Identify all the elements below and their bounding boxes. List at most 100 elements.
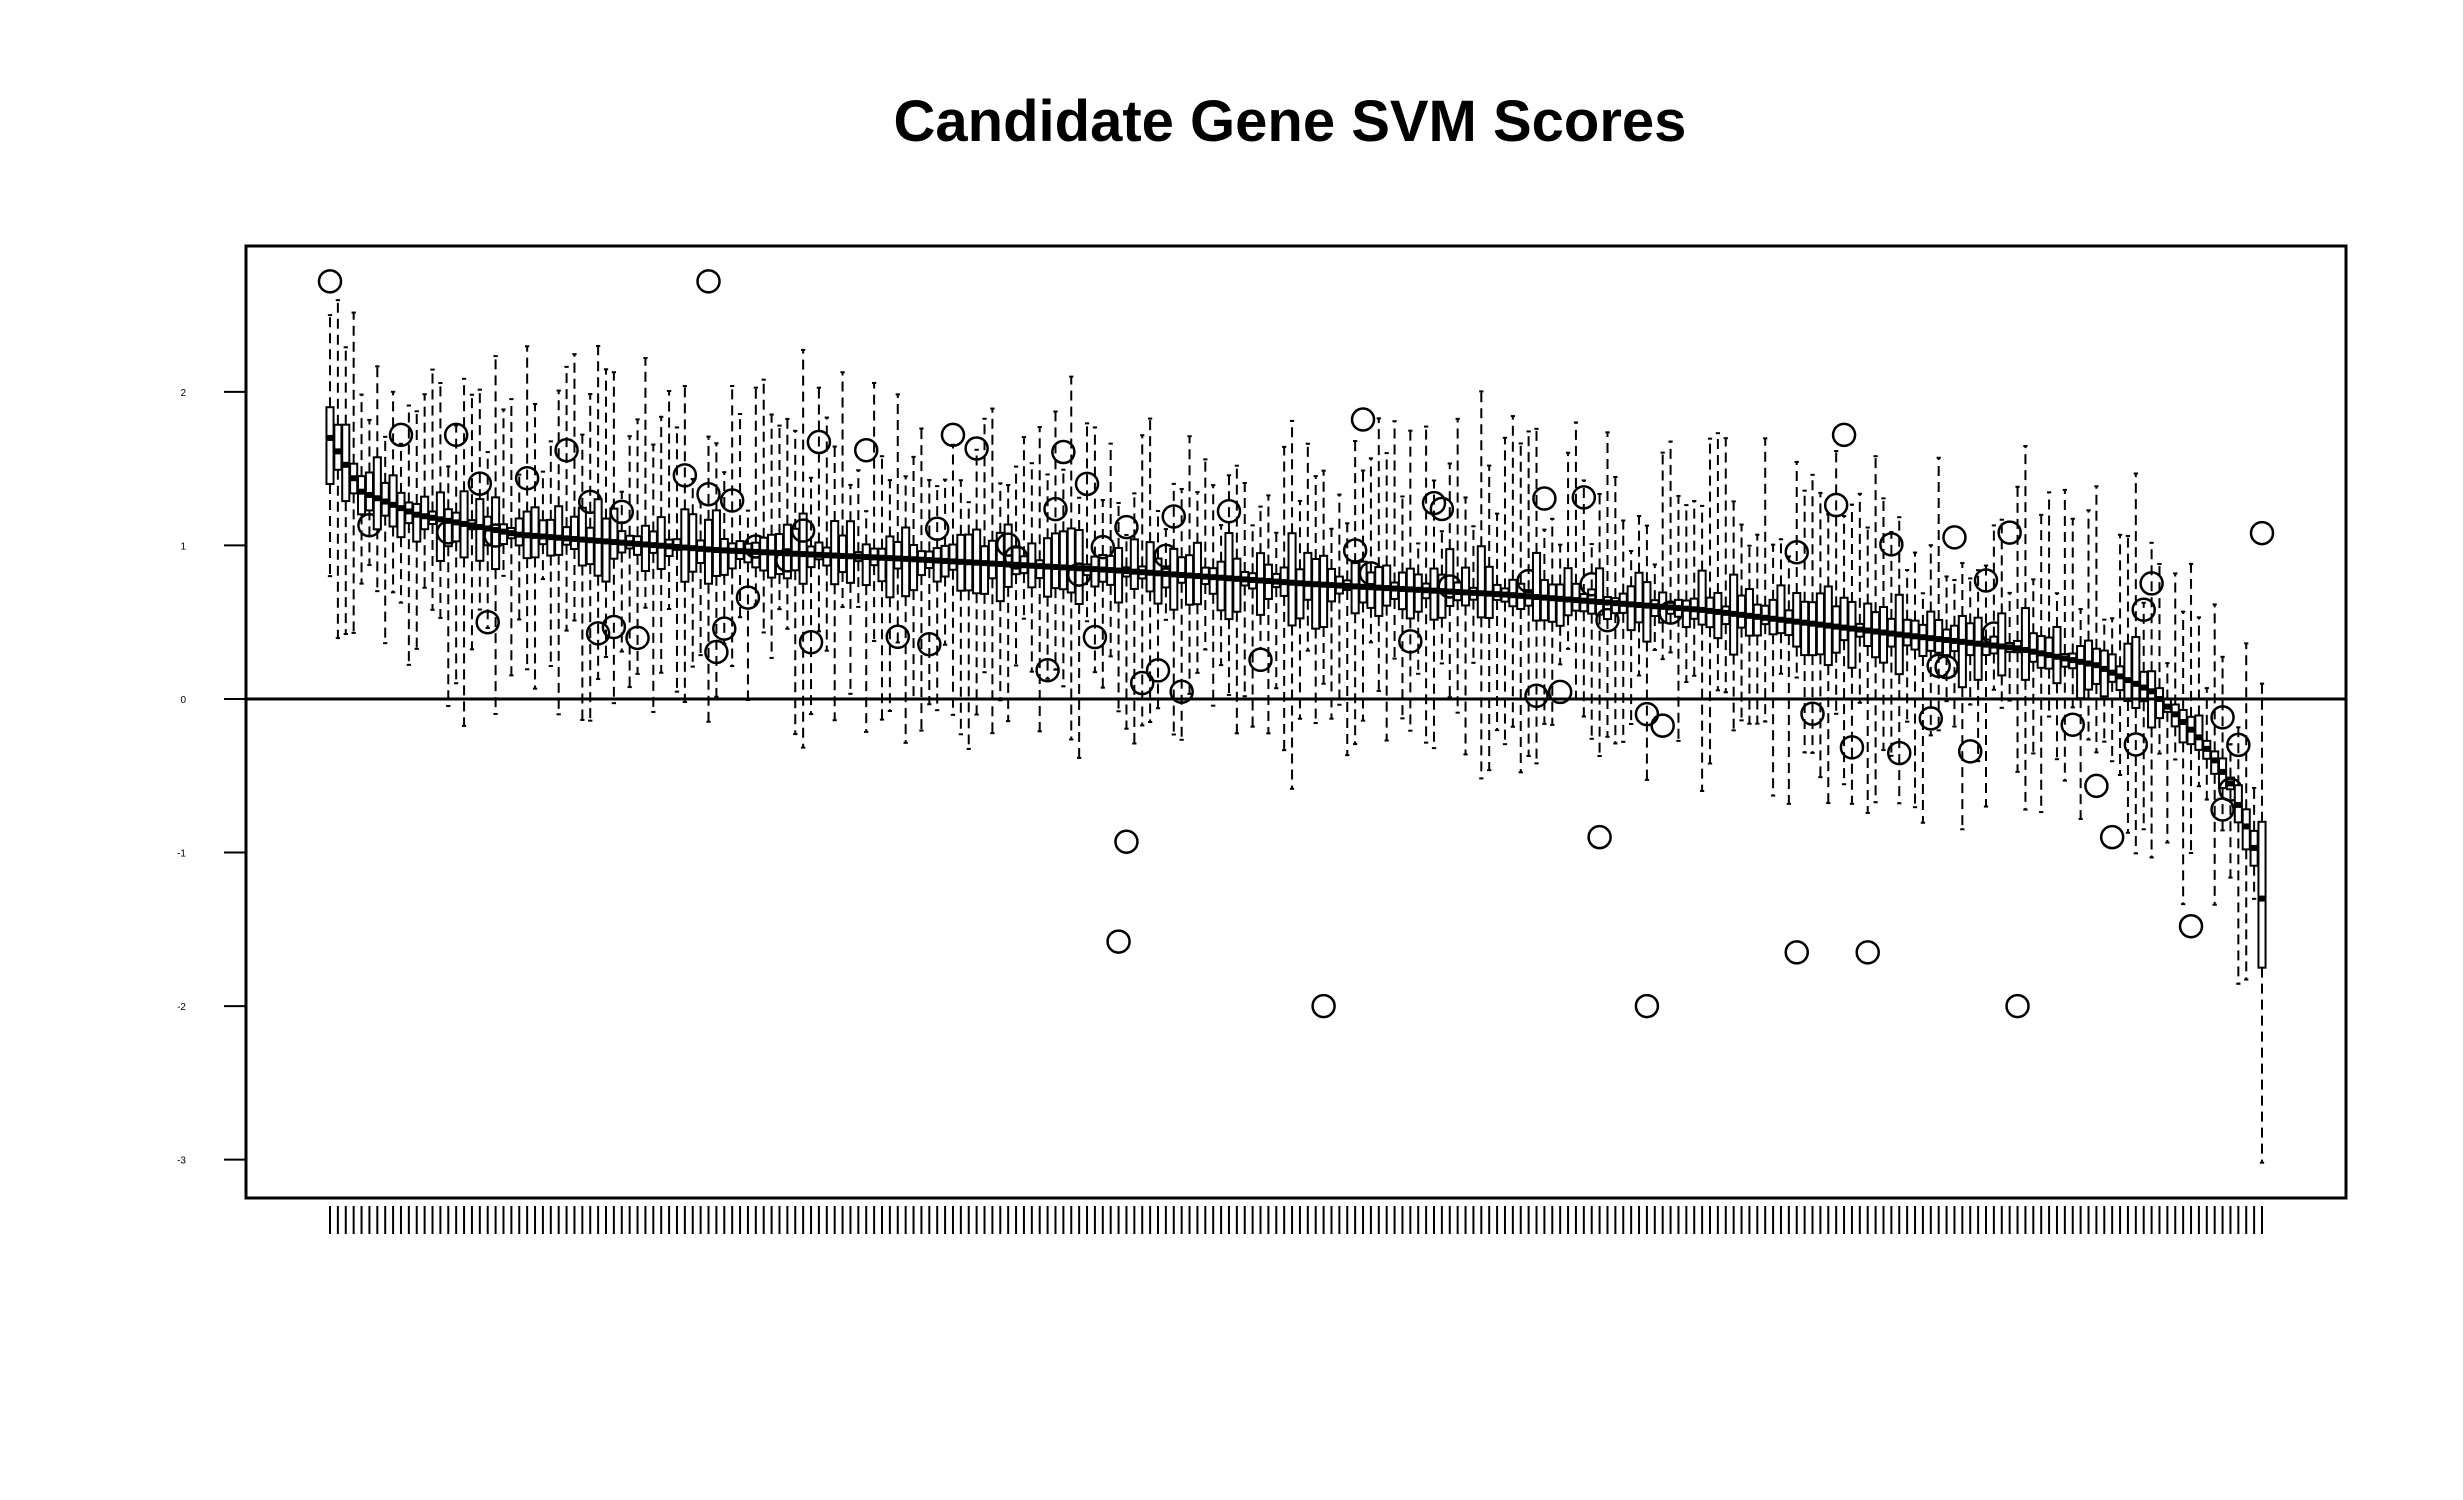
- box-body: [893, 541, 903, 570]
- box: [1397, 495, 1408, 720]
- box: [901, 475, 911, 744]
- box: [1973, 569, 1983, 763]
- box-body: [1776, 584, 1786, 635]
- y-tick-label: 1: [180, 541, 186, 552]
- box: [1547, 543, 1573, 705]
- box: [1918, 544, 1944, 737]
- box: [1326, 527, 1337, 720]
- box-body: [2028, 632, 2038, 663]
- box: [1736, 523, 1747, 722]
- box-body: [1839, 596, 1849, 642]
- outlier-point: [1106, 929, 1131, 954]
- box: [640, 357, 650, 609]
- box-body: [420, 495, 430, 531]
- chart-title: Candidate Gene SVM Scores: [893, 89, 1687, 154]
- outlier-point: [585, 621, 611, 646]
- box-body: [538, 519, 548, 546]
- outlier-point: [1784, 539, 1809, 565]
- box-body: [845, 520, 856, 584]
- y-tick-label: -3: [177, 1156, 186, 1167]
- box: [585, 344, 611, 681]
- outlier-point: [1090, 534, 1116, 560]
- box: [2218, 743, 2243, 879]
- outlier-point: [1161, 504, 1187, 529]
- outlier-point: [1398, 629, 1423, 654]
- box: [2044, 491, 2054, 718]
- box-body: [908, 543, 919, 592]
- box: [1382, 452, 1392, 742]
- box: [1571, 421, 1581, 700]
- box-body: [1114, 546, 1124, 604]
- box: [696, 269, 721, 723]
- box-body: [1303, 551, 1313, 601]
- box-body: [1129, 538, 1139, 590]
- outlier-point: [2139, 571, 2164, 596]
- y-tick-label: 0: [180, 695, 186, 706]
- outlier-point: [1082, 624, 1108, 650]
- outlier-point: [1926, 653, 1951, 679]
- outlier-point: [924, 516, 950, 542]
- box: [940, 478, 950, 646]
- box: [1784, 555, 1794, 805]
- outlier-point: [1839, 735, 1865, 760]
- box: [1027, 462, 1037, 673]
- box: [1090, 499, 1116, 689]
- box-body: [333, 423, 343, 471]
- outlier-point: [1524, 683, 1549, 709]
- box: [1311, 475, 1321, 725]
- box-body: [1926, 610, 1936, 652]
- outlier-point: [704, 639, 729, 665]
- box-body: [877, 547, 887, 583]
- box: [830, 445, 840, 722]
- box-body: [1035, 559, 1045, 580]
- box: [1957, 562, 1967, 831]
- box: [838, 371, 848, 609]
- box: [869, 381, 879, 643]
- box-body: [372, 456, 382, 531]
- box-body: [767, 533, 777, 579]
- box: [349, 311, 359, 634]
- box-body: [1863, 602, 1873, 648]
- box: [696, 501, 706, 657]
- box: [1516, 442, 1526, 774]
- outlier-point: [1879, 532, 1904, 557]
- box: [759, 378, 769, 634]
- box-body: [1169, 547, 1179, 611]
- outlier-point: [2005, 993, 2030, 1019]
- box: [1902, 569, 1912, 723]
- box-body: [1445, 548, 1455, 608]
- box: [1997, 518, 2007, 709]
- box: [388, 390, 398, 594]
- y-tick-label: 2: [180, 388, 186, 399]
- box: [1374, 417, 1384, 692]
- box: [1934, 575, 1959, 703]
- outlier-point: [719, 488, 745, 513]
- box: [917, 478, 942, 706]
- outlier-point: [1043, 496, 1068, 522]
- box: [1618, 519, 1628, 743]
- box-body: [1965, 622, 1975, 657]
- box: [1855, 492, 1865, 704]
- x-axis-ticks: [329, 1206, 2263, 1234]
- box-body: [1287, 532, 1297, 627]
- box-body: [388, 474, 398, 528]
- box: [1887, 516, 1912, 805]
- outlier-point: [2210, 705, 2235, 730]
- box: [1066, 375, 1076, 741]
- box-body: [364, 471, 374, 512]
- box-body: [1547, 583, 1557, 623]
- box-body: [1626, 585, 1636, 632]
- box: [767, 413, 777, 659]
- box: [2083, 509, 2094, 741]
- box: [546, 440, 556, 668]
- box-body: [987, 539, 997, 580]
- outlier-point: [1429, 496, 1455, 522]
- outlier-point: [554, 437, 579, 463]
- box-body: [1642, 581, 1652, 643]
- box: [806, 386, 832, 633]
- box-body: [2131, 636, 2141, 709]
- box-body: [1531, 551, 1542, 622]
- box: [1453, 417, 1463, 714]
- box: [924, 485, 950, 712]
- outlier-point: [1650, 713, 1675, 738]
